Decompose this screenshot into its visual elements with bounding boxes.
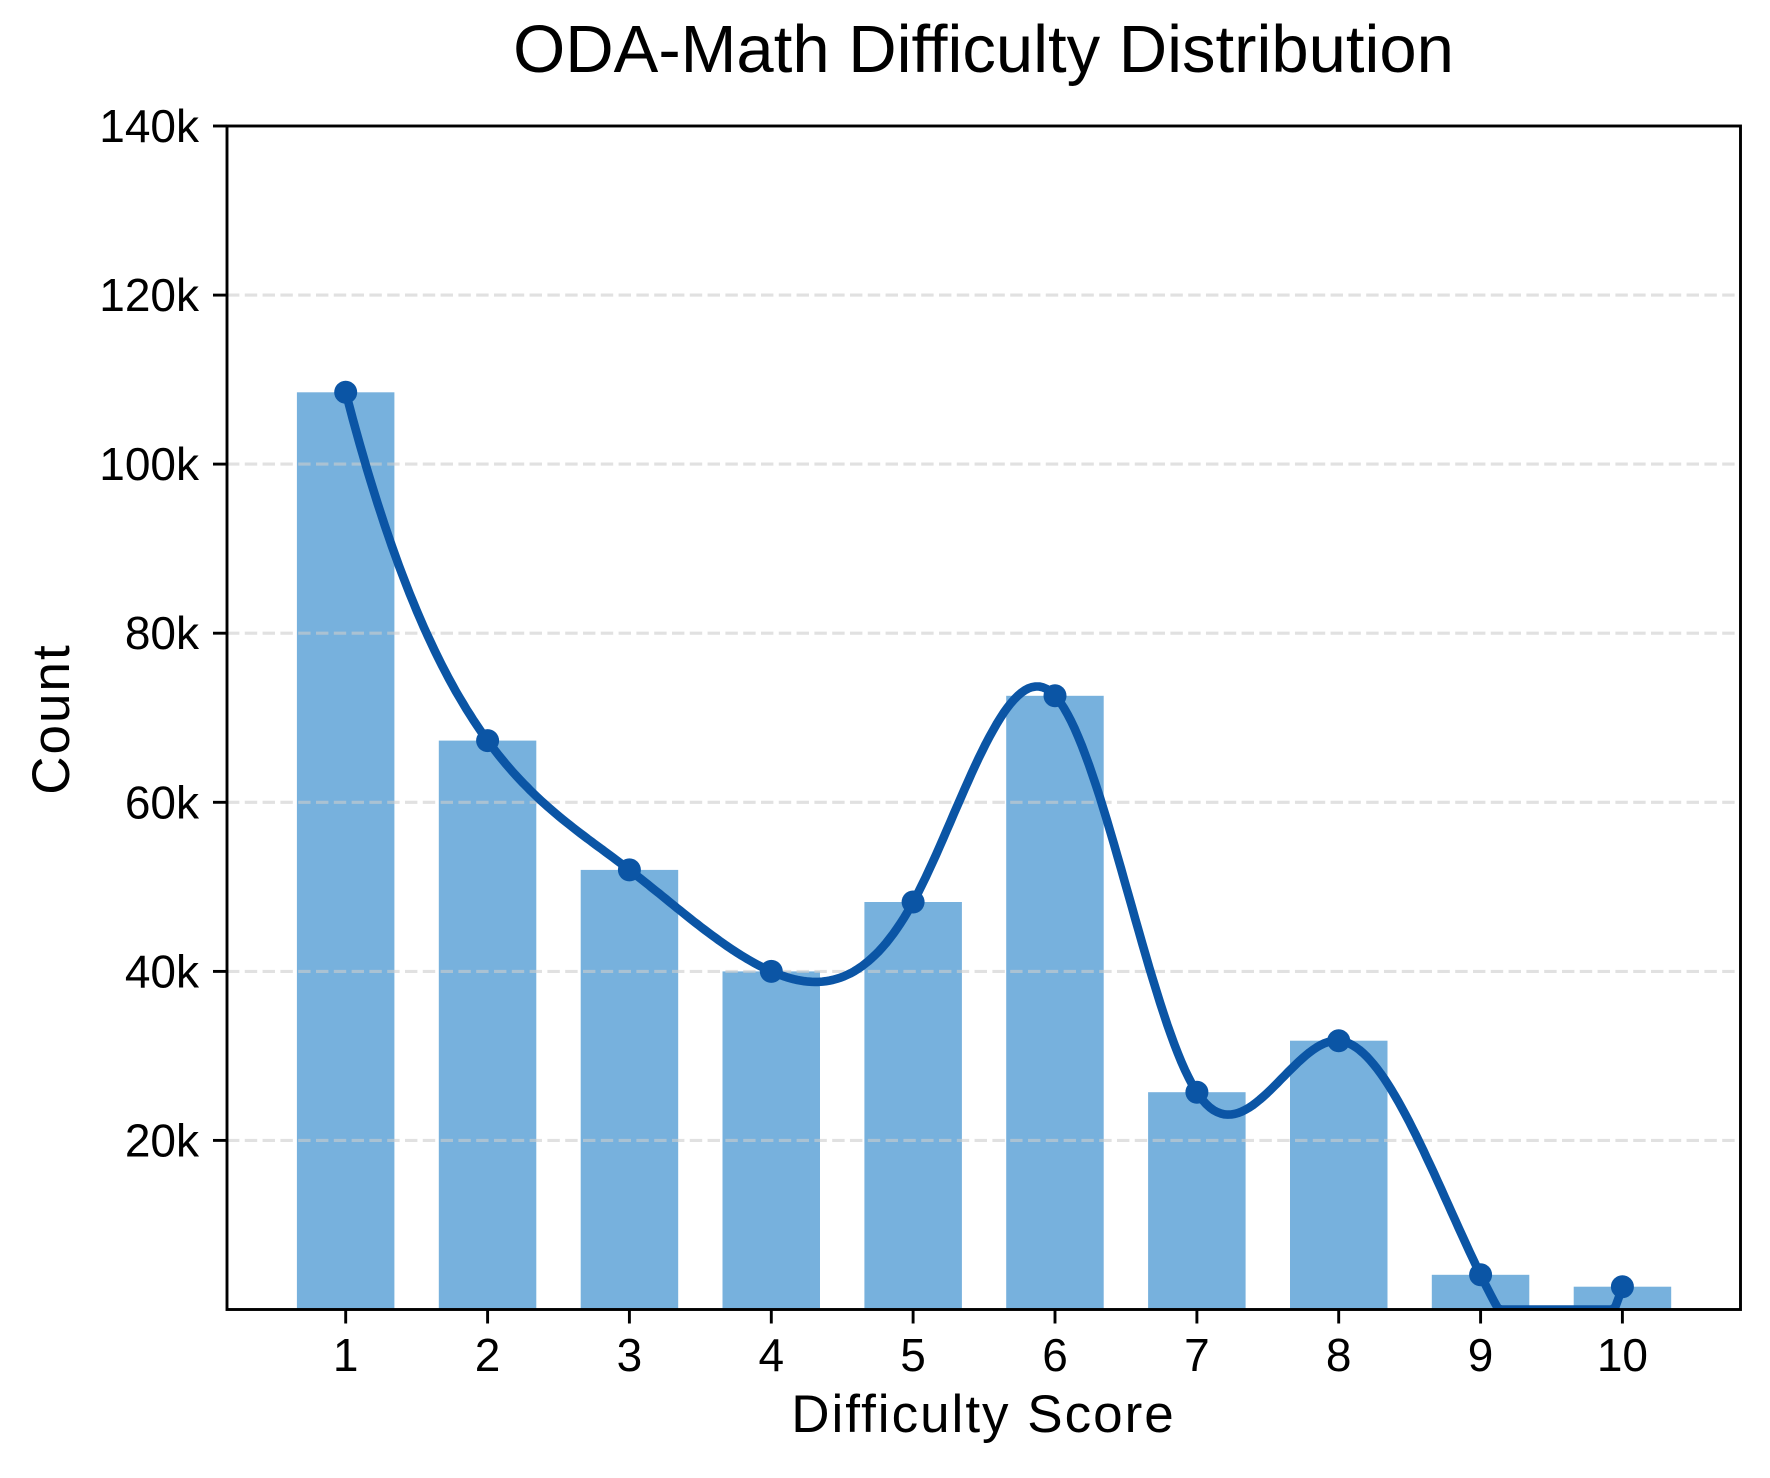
svg-text:60k: 60k bbox=[125, 776, 200, 828]
svg-text:6: 6 bbox=[1042, 1329, 1068, 1381]
svg-text:7: 7 bbox=[1184, 1329, 1210, 1381]
svg-text:Difficulty Score: Difficulty Score bbox=[791, 1385, 1175, 1444]
svg-text:120k: 120k bbox=[99, 269, 200, 321]
svg-text:10: 10 bbox=[1597, 1329, 1648, 1381]
svg-text:8: 8 bbox=[1326, 1329, 1352, 1381]
svg-text:100k: 100k bbox=[99, 438, 200, 490]
svg-text:2: 2 bbox=[475, 1329, 501, 1381]
svg-text:3: 3 bbox=[617, 1329, 643, 1381]
svg-text:20k: 20k bbox=[125, 1114, 200, 1166]
svg-text:9: 9 bbox=[1468, 1329, 1494, 1381]
svg-text:40k: 40k bbox=[125, 945, 200, 997]
svg-text:4: 4 bbox=[759, 1329, 785, 1381]
svg-text:ODA-Math Difficulty Distributi: ODA-Math Difficulty Distribution bbox=[513, 12, 1454, 87]
svg-text:140k: 140k bbox=[99, 100, 200, 152]
svg-text:5: 5 bbox=[900, 1329, 926, 1381]
svg-text:1: 1 bbox=[333, 1329, 359, 1381]
svg-text:80k: 80k bbox=[125, 607, 200, 659]
svg-text:Count: Count bbox=[22, 643, 81, 794]
